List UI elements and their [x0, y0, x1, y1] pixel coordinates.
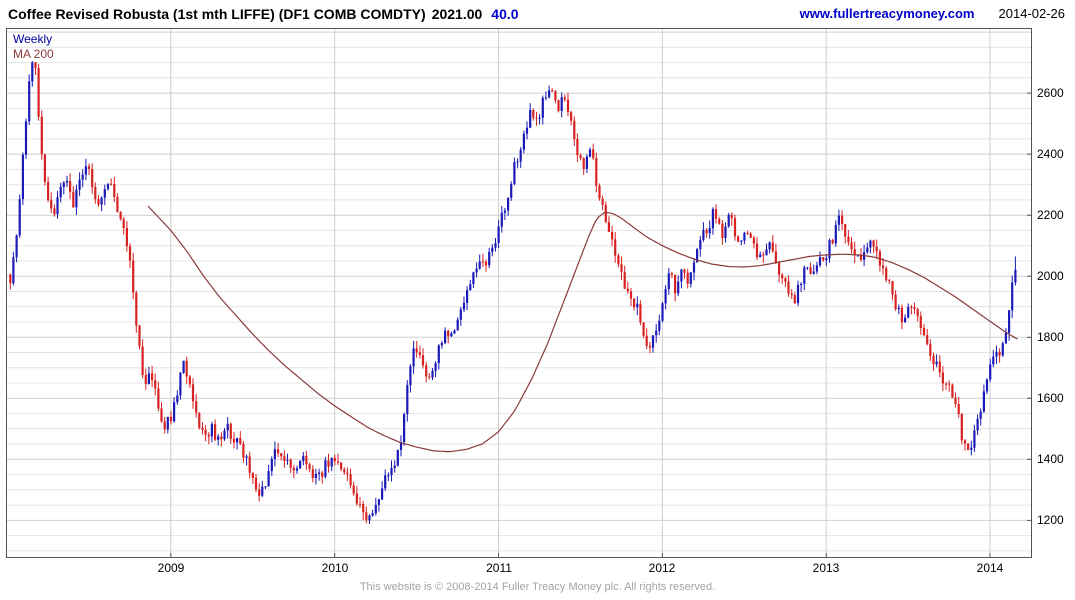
footer-copyright: This website is © 2008-2014 Fuller Treac… — [359, 581, 716, 593]
y-axis-label: 1200 — [1037, 513, 1064, 527]
chart-date: 2014-02-26 — [998, 6, 1066, 21]
y-axis-label: 2000 — [1037, 269, 1064, 283]
last-price: 2021.00 — [431, 6, 483, 22]
y-axis-label: 1800 — [1037, 330, 1064, 344]
grid-layer — [7, 29, 1031, 557]
candlestick-layer — [9, 60, 1017, 524]
chart-header: Coffee Revised Robusta (1st mth LIFFE) (… — [8, 6, 519, 22]
y-axis-label: 2600 — [1037, 86, 1064, 100]
x-axis-label: 2013 — [812, 561, 840, 575]
timeframe-label: Weekly — [13, 32, 53, 46]
tick-marks — [170, 92, 1031, 557]
ma-200-line — [147, 205, 1018, 453]
y-axis-label: 1400 — [1037, 452, 1064, 466]
header-right: www.fullertreacymoney.com 2014-02-26 — [800, 6, 1065, 21]
x-axis-label: 2010 — [321, 561, 349, 575]
chart-title: Coffee Revised Robusta (1st mth LIFFE) (… — [8, 6, 426, 22]
ma-legend-label: MA 200 — [13, 47, 54, 61]
x-axis-label: 2009 — [157, 561, 185, 575]
y-axis-label: 2400 — [1037, 147, 1064, 161]
plot-frame — [6, 28, 1032, 558]
x-axis-label: 2014 — [976, 561, 1004, 575]
x-axis-label: 2011 — [486, 561, 512, 575]
price-chart-canvas — [7, 29, 1031, 557]
site-link[interactable]: www.fullertreacymoney.com — [799, 6, 975, 21]
y-axis-label: 2200 — [1037, 208, 1064, 222]
x-axis-label: 2012 — [648, 561, 676, 575]
price-change: 40.0 — [491, 6, 519, 22]
y-axis-label: 1600 — [1037, 391, 1064, 405]
